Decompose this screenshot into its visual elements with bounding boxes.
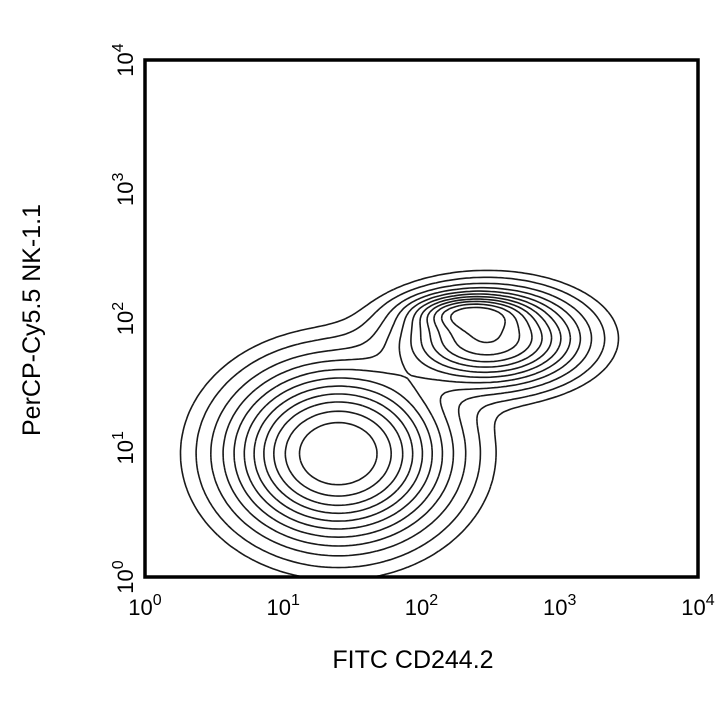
contour-level-line: [243, 293, 562, 530]
x-tick-label: 101: [267, 592, 300, 620]
x-tick-label: 103: [543, 592, 576, 620]
contour-level-line: [233, 290, 572, 538]
x-tick-label: 104: [681, 592, 714, 620]
x-tick-label: 102: [405, 592, 438, 620]
contour-level-line: [298, 306, 506, 486]
y-tick-label: 102: [110, 302, 138, 335]
y-axis-title: PerCP-Cy5.5 NK-1.1: [18, 204, 46, 436]
x-axis-title: FITC CD244.2: [332, 646, 493, 674]
contour-level-line: [273, 300, 533, 507]
y-tick-label: 101: [110, 431, 138, 464]
contour-lines: [179, 269, 620, 578]
contour-level-line: [222, 286, 582, 547]
contour-level-line: [253, 295, 553, 522]
x-axis-ticks: 100 101 102 103 104: [128, 592, 714, 620]
y-tick-label: 103: [110, 172, 138, 205]
contour-level-line: [263, 298, 543, 515]
plot-area-frame: [143, 58, 700, 579]
y-tick-label: 100: [110, 560, 138, 593]
contour-level-line: [210, 282, 593, 557]
y-axis-ticks: 100 101 102 103 104: [110, 43, 138, 593]
x-tick-label: 100: [128, 592, 161, 620]
y-tick-label: 104: [110, 43, 138, 76]
contour-level-line: [195, 276, 606, 569]
contour-level-line: [284, 303, 521, 497]
